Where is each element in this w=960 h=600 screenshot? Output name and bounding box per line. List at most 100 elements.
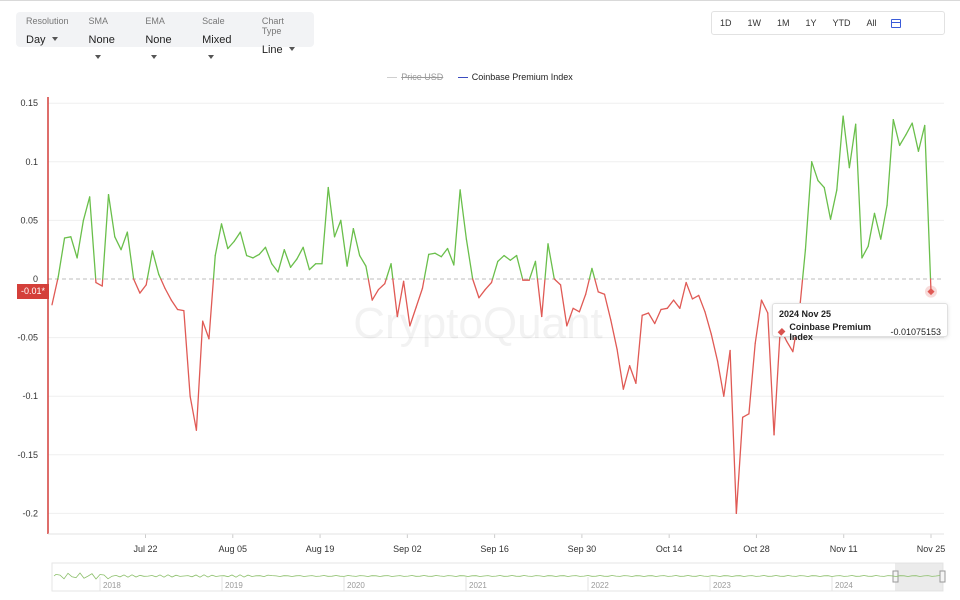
range-all-button[interactable]: All bbox=[866, 18, 877, 28]
sma-value: None bbox=[88, 34, 115, 46]
range-1m-button[interactable]: 1M bbox=[777, 18, 790, 28]
series-segment bbox=[465, 238, 474, 280]
y-axis: 0.15 0.1 0.05 0 -0.05 -0.1 -0.15 -0.2 bbox=[17, 98, 38, 518]
series-segment bbox=[829, 189, 838, 220]
series-segment bbox=[346, 227, 355, 267]
series-segment bbox=[647, 312, 656, 325]
series-segment bbox=[308, 263, 317, 271]
resolution-dropdown[interactable]: Resolution Day bbox=[16, 12, 79, 47]
series-segment bbox=[421, 278, 425, 290]
scale-dropdown[interactable]: Scale Mixed bbox=[192, 12, 252, 59]
series-segment bbox=[239, 231, 248, 257]
tooltip-row: Coinbase Premium Index -0.01075153 bbox=[777, 322, 941, 342]
x-tick-label: Nov 25 bbox=[917, 544, 946, 554]
series-segment bbox=[415, 287, 424, 308]
series-segment bbox=[905, 122, 913, 136]
series-segment bbox=[340, 219, 348, 267]
series-segment bbox=[214, 223, 223, 257]
series-segment bbox=[208, 278, 215, 340]
navigator-selection[interactable] bbox=[895, 563, 943, 591]
series-segment bbox=[691, 294, 700, 300]
series-segment bbox=[785, 340, 794, 353]
series-segment bbox=[509, 254, 518, 261]
chevron-down-icon bbox=[51, 36, 58, 41]
series-segment bbox=[371, 288, 380, 301]
series-segment bbox=[591, 267, 596, 280]
watermark: CryptoQuant bbox=[353, 299, 602, 348]
series-segment bbox=[723, 349, 731, 397]
navigator-year-label: 2023 bbox=[713, 581, 731, 590]
series-segment bbox=[170, 299, 179, 311]
series-segment bbox=[377, 283, 386, 291]
series-segment bbox=[710, 333, 719, 362]
series-segment bbox=[748, 342, 756, 415]
x-tick-label: Aug 19 bbox=[306, 544, 335, 554]
range-1d-button[interactable]: 1D bbox=[720, 18, 732, 28]
sma-dropdown[interactable]: SMA None bbox=[79, 12, 136, 59]
chevron-down-icon bbox=[288, 46, 295, 51]
series-segment bbox=[321, 186, 329, 265]
series-segment bbox=[880, 204, 888, 240]
tooltip-series-name: Coinbase Premium Index bbox=[789, 322, 871, 342]
series-segment bbox=[423, 253, 430, 280]
series-segment bbox=[434, 252, 442, 258]
navigator-handle-right[interactable] bbox=[939, 570, 946, 583]
series-segment bbox=[139, 284, 147, 294]
series-segment bbox=[472, 278, 480, 299]
series-segment bbox=[164, 287, 172, 301]
series-segment bbox=[924, 124, 932, 280]
range-1w-button[interactable]: 1W bbox=[747, 18, 762, 28]
series-segment bbox=[660, 307, 668, 311]
hover-marker bbox=[925, 285, 937, 298]
chart-type-dropdown[interactable]: Chart Type Line bbox=[252, 12, 314, 56]
series-segment bbox=[842, 115, 851, 169]
series-segment bbox=[252, 253, 260, 259]
series-segment bbox=[459, 189, 468, 240]
series-segment bbox=[51, 278, 59, 306]
y-tick-label: -0.1 bbox=[22, 391, 38, 401]
hover-point bbox=[927, 288, 935, 296]
chevron-down-icon bbox=[94, 54, 101, 59]
series-segment bbox=[641, 312, 650, 316]
series-segment bbox=[227, 240, 235, 250]
series-segment bbox=[189, 395, 198, 431]
range-ytd-button[interactable]: YTD bbox=[832, 18, 851, 28]
series-segment bbox=[886, 118, 894, 206]
series-segment bbox=[685, 281, 694, 300]
scale-label: Scale bbox=[202, 16, 225, 26]
series-segment bbox=[666, 299, 675, 309]
series-segment bbox=[151, 250, 160, 275]
range-selector: 1D 1W 1M 1Y YTD All bbox=[711, 11, 945, 35]
legend-swatch-price bbox=[387, 76, 398, 78]
navigator-year-label: 2021 bbox=[469, 581, 487, 590]
chart-controls: Resolution Day SMA None EMA None Scale M… bbox=[16, 12, 314, 59]
series-segment bbox=[212, 254, 216, 280]
series-segment bbox=[716, 360, 725, 397]
series-segment bbox=[484, 281, 493, 291]
series-segment bbox=[867, 212, 876, 247]
series-segment bbox=[588, 267, 593, 280]
series-segment bbox=[704, 311, 712, 335]
ema-dropdown[interactable]: EMA None bbox=[135, 12, 192, 59]
series-segment bbox=[428, 252, 436, 256]
ema-value: None bbox=[145, 34, 172, 46]
series-segment bbox=[478, 288, 486, 299]
series-segment bbox=[528, 260, 537, 280]
series-segment bbox=[597, 291, 606, 295]
series-segment bbox=[892, 118, 901, 147]
series-segment bbox=[195, 320, 204, 431]
navigator[interactable] bbox=[51, 562, 944, 592]
legend-label-price: Price USD bbox=[401, 72, 444, 83]
series-segment bbox=[107, 193, 116, 238]
navigator-year-label: 2024 bbox=[835, 581, 853, 590]
calendar-icon[interactable] bbox=[890, 18, 901, 28]
legend-item-price[interactable]: Price USD bbox=[387, 72, 443, 82]
series-segment bbox=[158, 273, 162, 280]
range-1y-button[interactable]: 1Y bbox=[805, 18, 817, 28]
legend-item-index[interactable]: Coinbase Premium Index bbox=[457, 72, 573, 82]
series-segment bbox=[654, 308, 662, 325]
series-segment bbox=[392, 278, 398, 318]
series-segment bbox=[70, 236, 78, 259]
legend-swatch-index bbox=[457, 76, 468, 78]
